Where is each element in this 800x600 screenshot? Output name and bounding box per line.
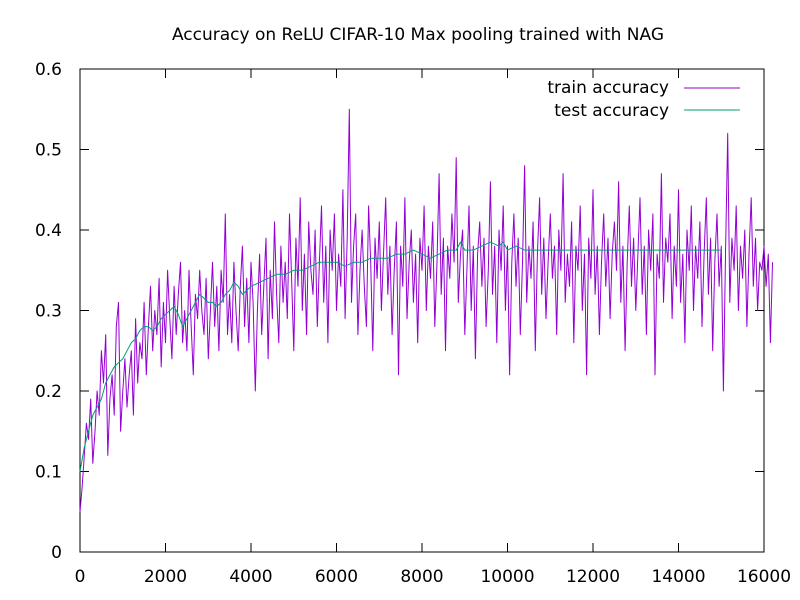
x-tick-label: 6000 bbox=[315, 567, 358, 587]
test-accuracy-line bbox=[79, 241, 722, 472]
x-tick-label: 2000 bbox=[144, 567, 187, 587]
plot-frame bbox=[79, 68, 765, 553]
x-tick-label: 4000 bbox=[229, 567, 272, 587]
y-tick-label: 0.3 bbox=[35, 302, 62, 322]
y-tick-label: 0.2 bbox=[35, 382, 62, 402]
train-accuracy-line bbox=[79, 108, 773, 512]
y-tick-label: 0.4 bbox=[35, 221, 62, 241]
series-layer bbox=[79, 108, 773, 512]
x-axis: 0 2000 4000 6000 8000 10000 12000 14000 16000 bbox=[75, 69, 791, 587]
legend: train accuracy test accuracy bbox=[547, 78, 740, 121]
x-tick-label: 12000 bbox=[566, 567, 620, 587]
x-tick-label: 10000 bbox=[480, 567, 534, 587]
legend-label-train: train accuracy bbox=[547, 78, 669, 98]
x-tick-label: 16000 bbox=[737, 567, 791, 587]
y-tick-label: 0.1 bbox=[35, 463, 62, 483]
legend-label-test: test accuracy bbox=[554, 101, 669, 121]
y-tick-label: 0 bbox=[51, 543, 62, 563]
y-axis: 0 0.1 0.2 0.3 0.4 0.5 0.6 bbox=[35, 60, 764, 563]
x-tick-label: 8000 bbox=[400, 567, 443, 587]
chart-title: Accuracy on ReLU CIFAR-10 Max pooling tr… bbox=[172, 25, 664, 45]
y-tick-label: 0.5 bbox=[35, 141, 62, 161]
x-tick-label: 14000 bbox=[651, 567, 705, 587]
y-tick-label: 0.6 bbox=[35, 60, 62, 80]
x-tick-label: 0 bbox=[75, 567, 86, 587]
